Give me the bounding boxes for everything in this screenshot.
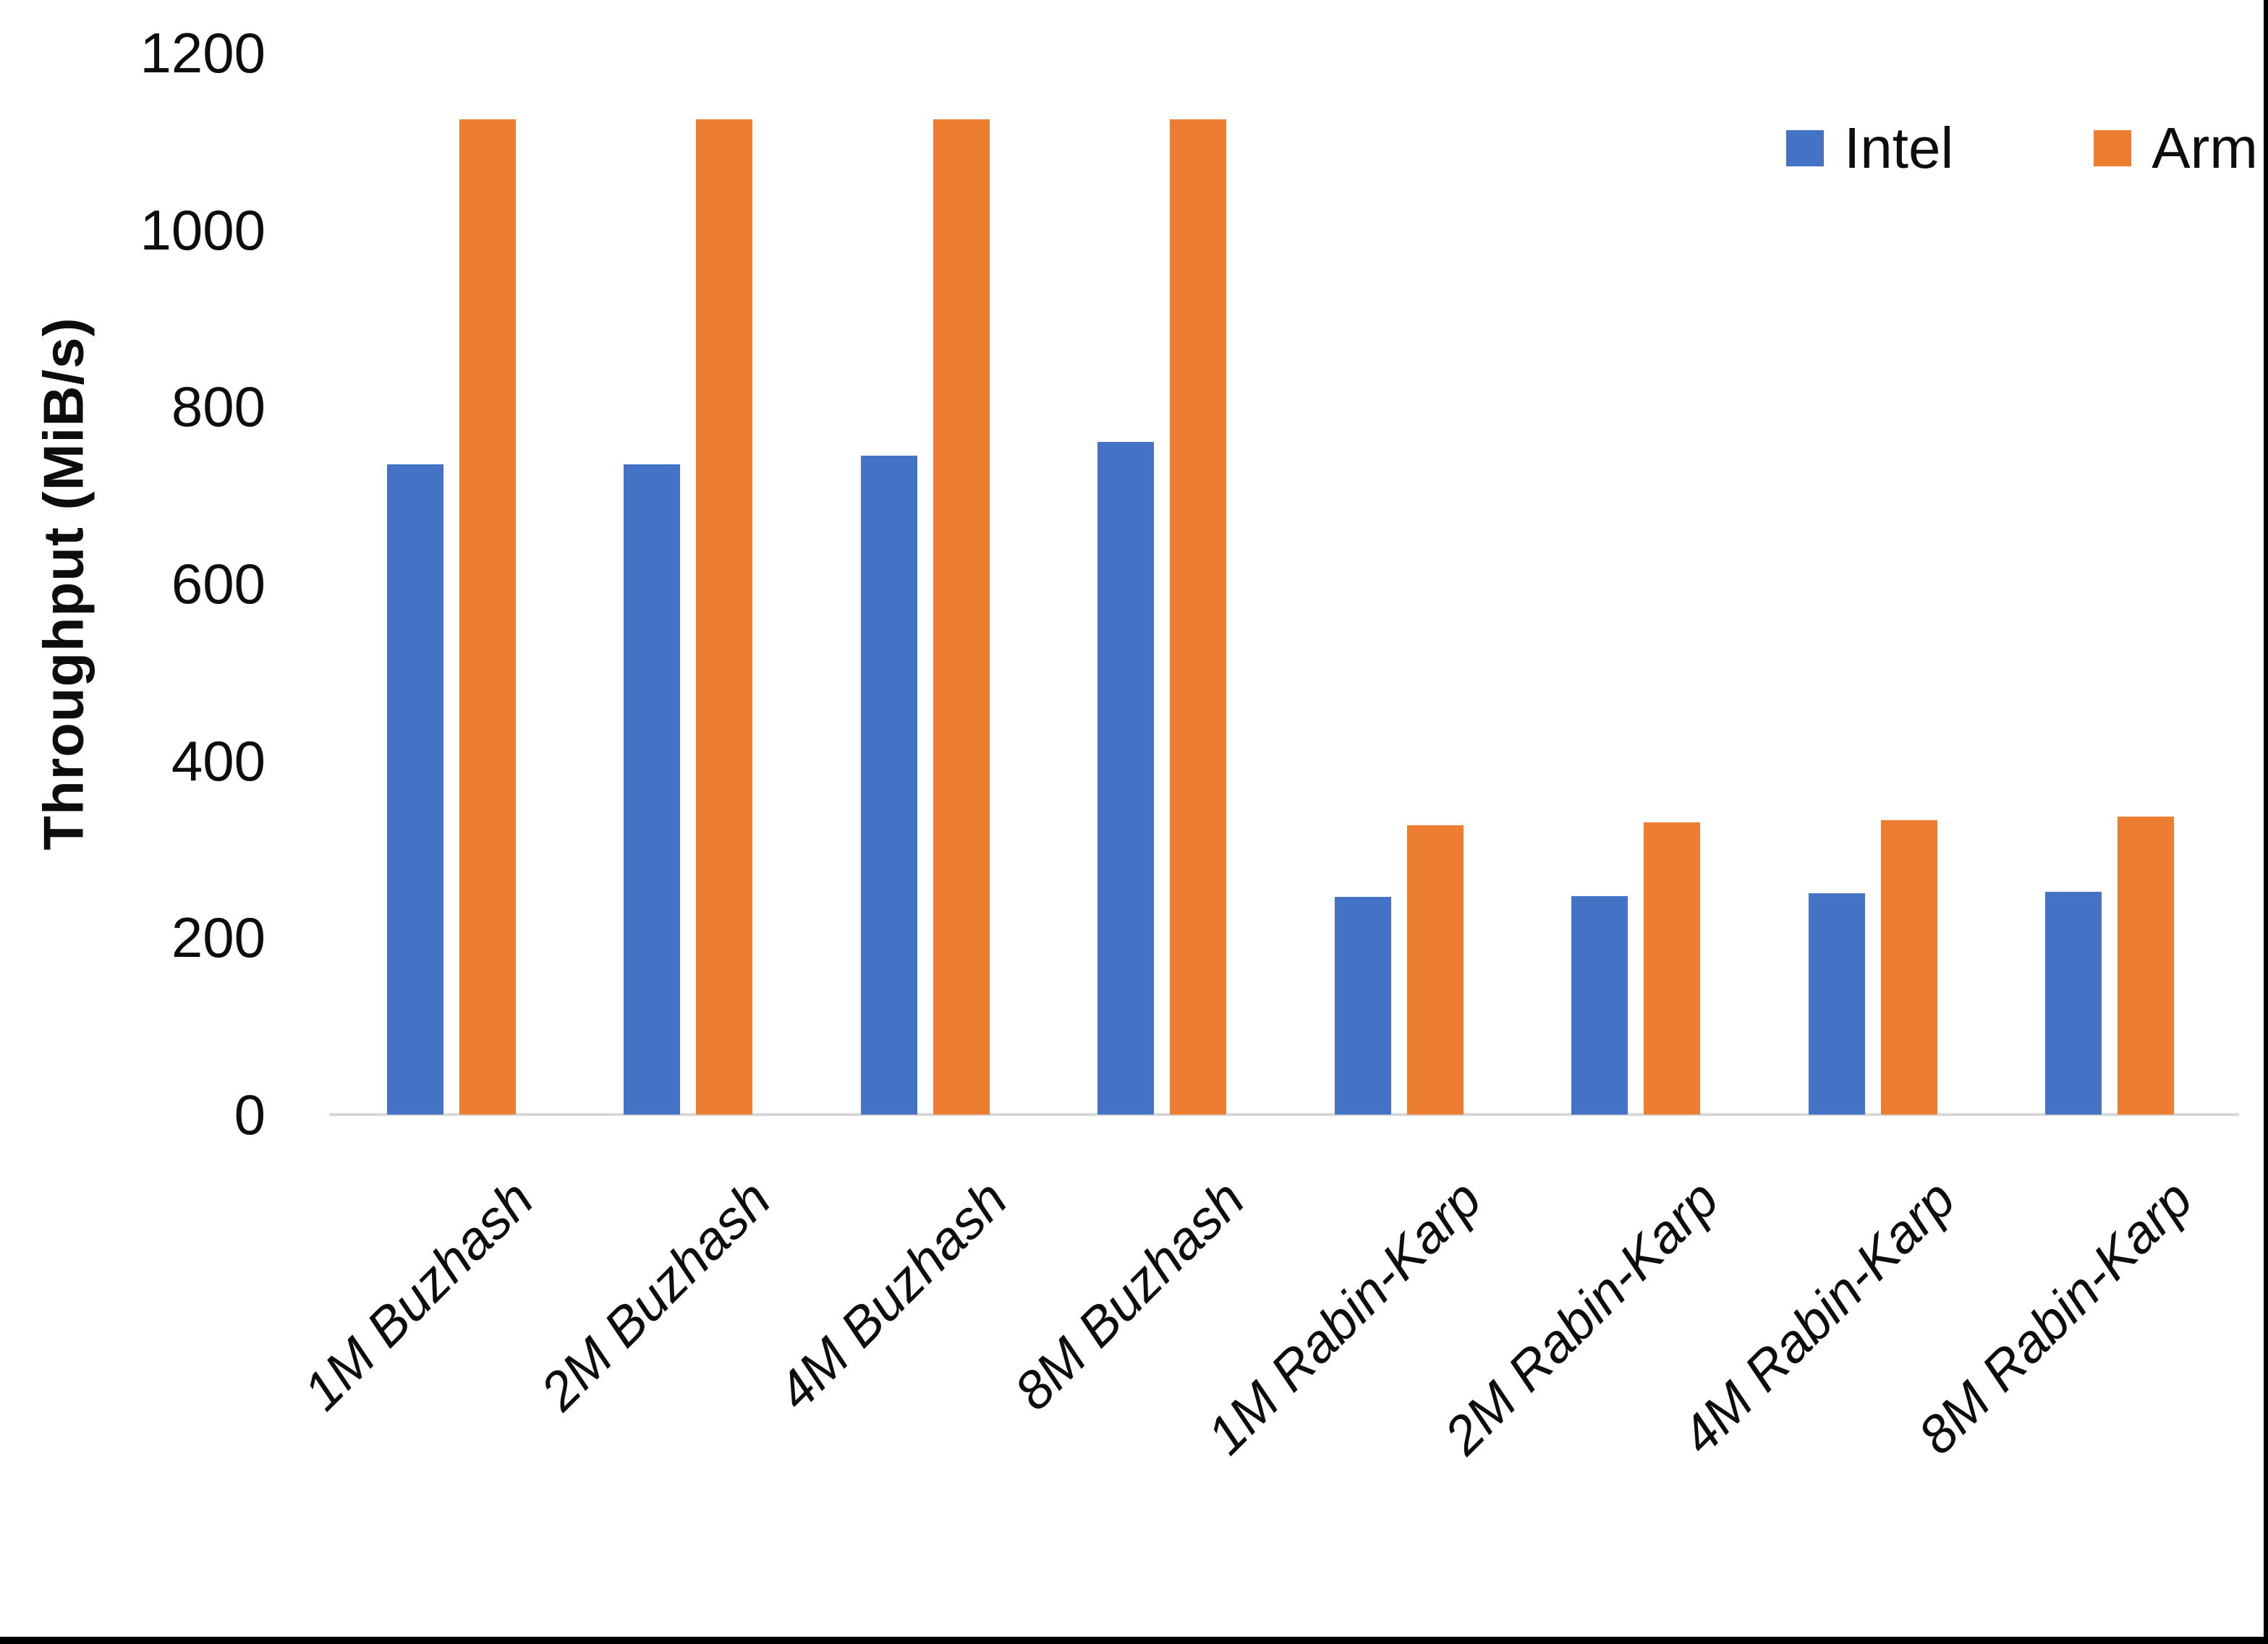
bar-intel-8m-rabin-karp — [2045, 892, 2102, 1115]
bar-intel-1m-rabin-karp — [1335, 897, 1391, 1115]
bar-arm-4m-buzhash — [933, 119, 990, 1115]
legend-swatch-arm — [2094, 130, 2132, 166]
bar-intel-1m-buzhash — [387, 464, 443, 1115]
y-tick-label-200: 200 — [171, 906, 266, 970]
bar-intel-4m-rabin-karp — [1809, 893, 1865, 1115]
bar-arm-4m-rabin-karp — [1881, 820, 1937, 1115]
x-axis-line — [329, 1113, 2239, 1116]
y-tick-label-0: 0 — [234, 1083, 266, 1146]
y-tick-label-1000: 1000 — [140, 197, 266, 262]
bar-intel-4m-buzhash — [861, 456, 917, 1115]
screenshot-bottom-border — [0, 1637, 2268, 1644]
legend-label-arm: Arm — [2152, 116, 2258, 180]
bar-arm-1m-buzhash — [459, 119, 516, 1115]
x-label-4m-buzhash: 4M Buzhash — [765, 1168, 1019, 1422]
y-tick-label-400: 400 — [171, 728, 266, 793]
y-tick-label-600: 600 — [171, 552, 266, 616]
y-tick-label-800: 800 — [171, 375, 266, 439]
bar-intel-8m-buzhash — [1097, 442, 1154, 1115]
bar-intel-2m-rabin-karp — [1571, 896, 1628, 1115]
x-label-1m-buzhash: 1M Buzhash — [292, 1168, 545, 1422]
y-tick-label-1200: 1200 — [140, 21, 266, 85]
x-label-8m-buzhash: 8M Buzhash — [1003, 1168, 1256, 1422]
bar-arm-8m-buzhash — [1170, 119, 1226, 1115]
bar-intel-2m-buzhash — [624, 464, 680, 1115]
bar-arm-8m-rabin-karp — [2118, 817, 2174, 1115]
legend: Intel Arm — [1786, 119, 2258, 177]
x-label-2m-buzhash: 2M Buzhash — [529, 1168, 782, 1422]
legend-swatch-intel — [1786, 130, 1824, 166]
bar-arm-1m-rabin-karp — [1407, 825, 1464, 1115]
bar-arm-2m-rabin-karp — [1644, 822, 1700, 1115]
legend-label-intel: Intel — [1844, 116, 1954, 180]
screenshot-right-border — [2264, 0, 2268, 1644]
bar-arm-2m-buzhash — [696, 119, 752, 1115]
